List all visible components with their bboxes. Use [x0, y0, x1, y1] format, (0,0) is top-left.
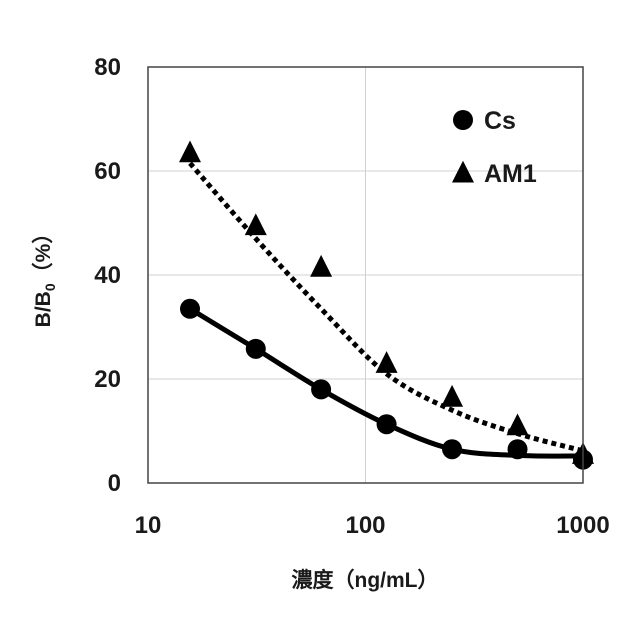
series-cs-point [311, 379, 331, 399]
y-axis-label-subscript: 0 [42, 283, 58, 291]
series-cs-point [246, 339, 266, 359]
x-tick-label: 10 [135, 512, 162, 539]
y-tick-label: 20 [94, 366, 121, 393]
y-axis-label-main: B/B [32, 291, 55, 327]
series-cs-point [442, 439, 462, 459]
y-axis-label-unit: （%） [31, 223, 55, 284]
series-cs-point [508, 439, 528, 459]
x-tick-label: 1000 [556, 512, 609, 539]
x-axis-label: 濃度（ng/mL） [292, 568, 439, 592]
legend-cs-label: Cs [484, 107, 516, 135]
y-axis-label: B/B0（%） [31, 223, 58, 328]
y-tick-label: 0 [108, 470, 121, 497]
x-tick-label: 100 [345, 512, 385, 539]
series-cs-point [180, 299, 200, 319]
legend-cs-marker [453, 110, 473, 130]
series-cs-point [377, 414, 397, 434]
y-tick-label: 60 [94, 158, 121, 185]
y-tick-label: 40 [94, 262, 121, 289]
legend-am1-label: AM1 [484, 160, 537, 188]
y-tick-label: 80 [94, 54, 121, 81]
